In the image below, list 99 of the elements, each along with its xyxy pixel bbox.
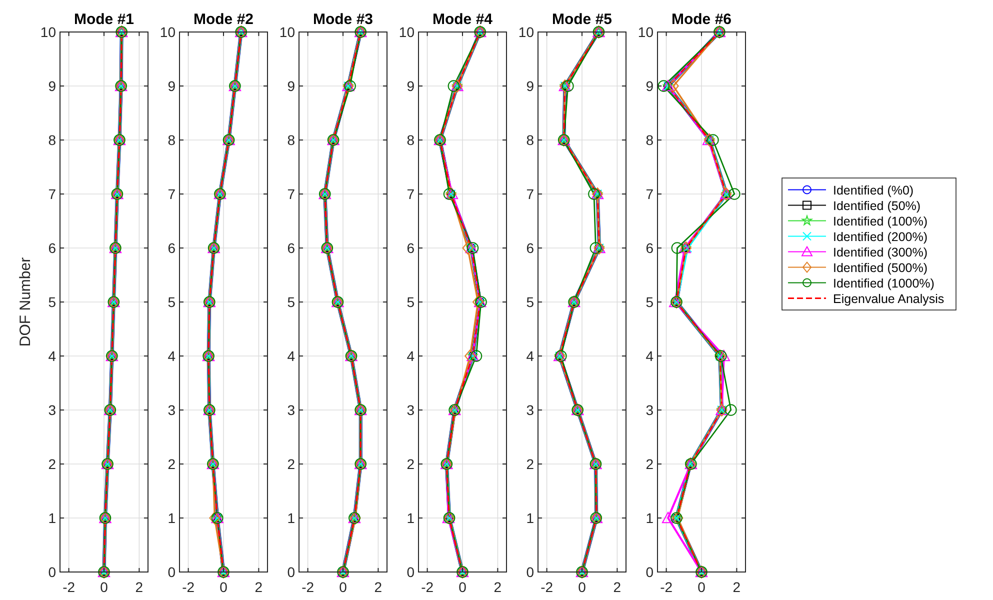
x-tick-label: 2	[732, 579, 741, 595]
chart-title: Mode #3	[312, 11, 374, 28]
y-tick-label: 7	[168, 186, 176, 202]
y-tick-label: 7	[48, 186, 56, 202]
y-tick-label: 0	[168, 564, 176, 580]
y-tick-label: 5	[48, 294, 56, 310]
y-tick-label: 7	[287, 186, 296, 202]
y-tick-label: 10	[398, 24, 415, 40]
x-tick-label: 0	[458, 579, 467, 595]
y-tick-label: 4	[48, 348, 56, 364]
y-tick-label: 6	[287, 240, 296, 256]
y-tick-label: 5	[287, 294, 296, 310]
y-tick-label: 9	[406, 78, 415, 94]
legend-label: Identified (200%)	[833, 230, 928, 244]
y-tick-label: 5	[526, 294, 534, 310]
chart-title: Mode #2	[193, 11, 254, 28]
y-tick-label: 6	[168, 240, 176, 256]
y-tick-label: 9	[48, 78, 56, 94]
y-tick-label: 3	[168, 402, 176, 418]
x-tick-label: -2	[540, 579, 554, 595]
x-tick-label: 2	[135, 579, 144, 595]
y-tick-label: 3	[646, 402, 654, 418]
legend-label: Identified (500%)	[833, 260, 928, 275]
x-tick-label: -2	[302, 579, 314, 595]
legend-label: Eigenvalue Analysis	[833, 292, 944, 306]
x-tick-label: -2	[62, 579, 76, 595]
x-tick-label: -2	[421, 579, 434, 595]
y-tick-label: 1	[646, 510, 654, 526]
y-tick-label: 7	[646, 186, 654, 202]
x-tick-label: -2	[182, 579, 195, 595]
y-axis-title: DOF Number	[17, 257, 34, 347]
y-tick-label: 5	[646, 294, 654, 310]
y-tick-label: 4	[406, 348, 415, 364]
y-tick-label: 5	[168, 294, 176, 310]
y-tick-label: 0	[48, 564, 56, 580]
y-tick-label: 8	[646, 132, 654, 148]
y-tick-label: 8	[168, 132, 176, 148]
legend-label: Identified (300%)	[833, 245, 928, 260]
x-tick-label: 2	[254, 579, 263, 595]
y-tick-label: 2	[287, 456, 296, 472]
legend-label: Identified (%0)	[833, 183, 914, 198]
y-tick-label: 10	[518, 24, 534, 40]
y-tick-label: 10	[638, 24, 654, 40]
y-tick-label: 10	[160, 24, 176, 40]
legend-label: Identified (50%)	[833, 198, 921, 213]
y-tick-label: 4	[168, 348, 176, 364]
x-tick-label: 2	[613, 579, 622, 595]
y-tick-label: 4	[526, 348, 534, 364]
y-tick-label: 2	[168, 456, 176, 472]
y-tick-label: 0	[526, 564, 534, 580]
y-tick-label: 5	[406, 294, 415, 310]
x-tick-label: -2	[660, 579, 673, 595]
y-tick-label: 1	[406, 510, 415, 526]
legend-label: Identified (100%)	[833, 214, 928, 228]
y-tick-label: 4	[646, 348, 654, 364]
y-tick-label: 2	[48, 456, 56, 472]
y-tick-label: 9	[646, 78, 654, 94]
y-tick-label: 0	[646, 564, 654, 580]
y-tick-label: 0	[406, 564, 415, 580]
y-tick-label: 10	[40, 24, 56, 40]
y-tick-label: 6	[526, 240, 534, 256]
chart-title: Mode #5	[552, 11, 612, 28]
y-tick-label: 6	[48, 240, 56, 256]
y-tick-label: 2	[406, 456, 415, 472]
y-tick-label: 2	[646, 456, 654, 472]
y-tick-label: 8	[287, 132, 296, 148]
y-tick-label: 2	[526, 456, 534, 472]
y-tick-label: 6	[406, 240, 415, 256]
chart-title: Mode #4	[432, 11, 494, 28]
y-tick-label: 0	[287, 564, 296, 580]
y-tick-label: 3	[48, 402, 56, 418]
y-tick-label: 8	[48, 132, 56, 148]
y-tick-label: 3	[526, 402, 534, 418]
legend-label: Identified (1000%)	[833, 276, 934, 290]
y-tick-label: 4	[287, 348, 296, 364]
x-tick-label: 2	[374, 579, 382, 595]
y-tick-label: 8	[526, 132, 534, 148]
y-tick-label: 9	[168, 78, 176, 94]
x-tick-label: 0	[100, 579, 108, 595]
y-tick-label: 7	[406, 186, 415, 202]
y-tick-label: 1	[287, 510, 296, 526]
chart-title: Mode #1	[74, 11, 134, 28]
y-tick-label: 1	[48, 510, 56, 526]
y-tick-label: 7	[526, 186, 534, 202]
chart-title: Mode #6	[671, 11, 732, 28]
y-tick-label: 3	[406, 402, 415, 418]
x-tick-label: 0	[698, 579, 706, 595]
y-tick-label: 10	[279, 24, 296, 40]
y-tick-label: 6	[646, 240, 654, 256]
y-tick-label: 3	[287, 402, 296, 418]
x-tick-label: 0	[220, 579, 228, 595]
y-tick-label: 1	[168, 510, 176, 526]
y-tick-label: 1	[526, 510, 534, 526]
x-tick-label: 2	[494, 579, 502, 595]
y-tick-label: 9	[526, 78, 534, 94]
y-tick-label: 8	[406, 132, 415, 148]
x-tick-label: 0	[578, 579, 586, 595]
x-tick-label: 0	[339, 579, 348, 595]
y-tick-label: 9	[287, 78, 296, 94]
